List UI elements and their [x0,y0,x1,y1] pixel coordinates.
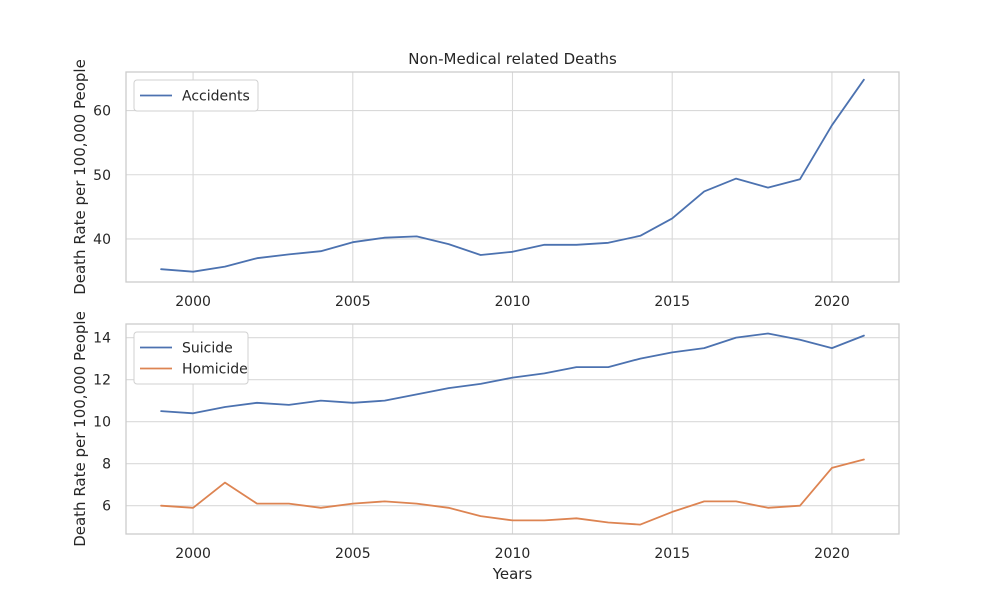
accidents-y-tick-50: 50 [93,168,111,184]
suicide-homicide-y-tick-8: 8 [102,457,111,473]
suicide-homicide-panel: 2000 2005 2010 2015 2020 6 8 10 12 14 Death Rate… [71,311,900,583]
accidents-x-tick-2005: 2005 [335,294,371,310]
accidents-x-tick-2020: 2020 [814,294,850,310]
accidents-legend-box [133,79,259,112]
suicide-homicide-y-tick-12: 12 [93,373,111,389]
suicide-homicide-x-tick-2000: 2000 [175,546,211,562]
x-axis-label: Years [492,565,533,583]
accidents-series-lines [160,78,865,273]
suicide-homicide-y-tick-10: 10 [93,415,111,431]
suicide-homicide-y-tick-labels: 6 8 10 12 14 [93,331,111,515]
accidents-plot-frame [125,71,900,283]
series-line-suicide [160,332,865,415]
suicide-homicide-y-tick-6: 6 [102,499,111,515]
suicide-homicide-x-tick-2015: 2015 [654,546,690,562]
accidents-legend: Accidents [133,79,259,112]
suicide-homicide-series-lines [160,332,865,526]
series-line-homicide [160,458,865,526]
accidents-x-tick-2010: 2010 [495,294,531,310]
series-line-accidents [160,78,865,273]
legend-label-homicide: Homicide [182,362,248,378]
accidents-x-tick-2000: 2000 [175,294,211,310]
suicide-homicide-x-tick-labels: 2000 2005 2010 2015 2020 [175,546,849,562]
accidents-y-axis-label: Death Rate per 100,000 People [71,59,89,295]
suicide-homicide-legend-box [133,331,249,385]
accidents-x-tick-2015: 2015 [654,294,690,310]
accidents-y-tick-40: 40 [93,232,111,248]
suicide-homicide-plot-frame [125,323,900,535]
chart-title: Non-Medical related Deaths [408,50,617,68]
suicide-homicide-x-tick-2010: 2010 [495,546,531,562]
legend-label-suicide: Suicide [182,341,233,357]
legend-label-accidents: Accidents [182,89,250,105]
suicide-homicide-y-tick-14: 14 [93,331,111,347]
accidents-y-tick-labels: 40 50 60 [93,104,111,248]
suicide-homicide-gridlines [126,324,899,534]
suicide-homicide-x-tick-2005: 2005 [335,546,371,562]
accidents-y-tick-60: 60 [93,104,111,120]
suicide-homicide-y-axis-label: Death Rate per 100,000 People [71,311,89,547]
accidents-x-tick-labels: 2000 2005 2010 2015 2020 [175,294,849,310]
accidents-panel: 2000 2005 2010 2015 2020 40 50 60 Non-Medical … [71,50,900,310]
suicide-homicide-legend: Suicide Homicide [133,331,249,385]
suicide-homicide-x-tick-2020: 2020 [814,546,850,562]
